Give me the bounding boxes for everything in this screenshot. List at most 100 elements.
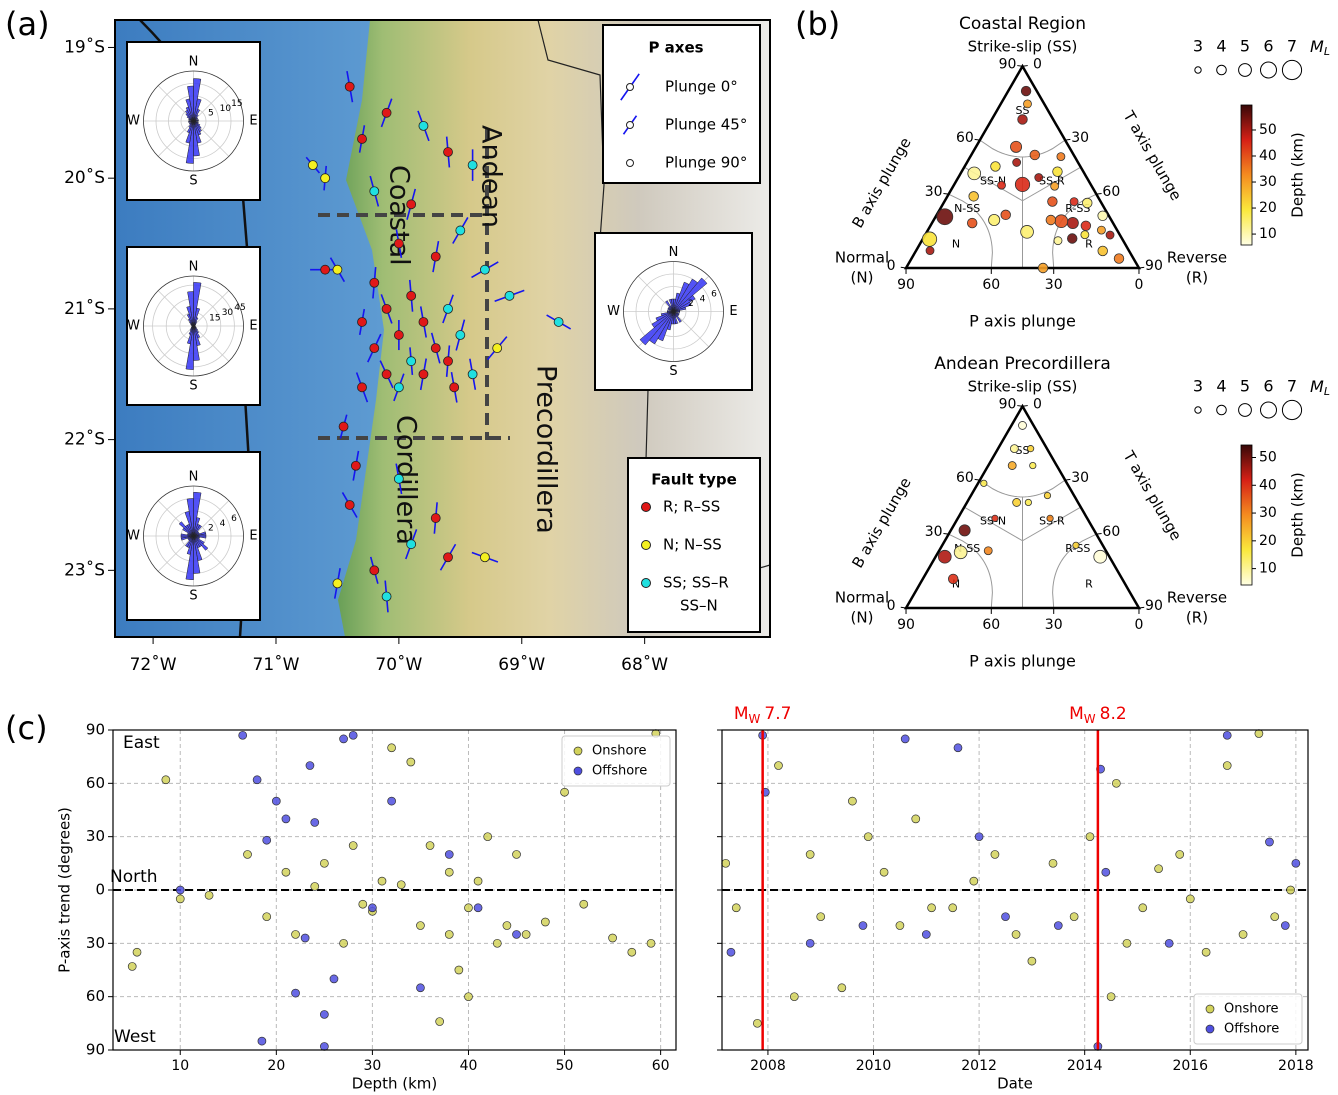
event [358,317,367,326]
point [445,930,453,938]
rose-tick-label: 10 [220,104,232,114]
x-tick-label: 71˚W [253,654,300,675]
x-axis-label: Date [997,1075,1033,1093]
event [394,239,403,248]
event [937,209,953,225]
event [358,383,367,392]
legend-title: P axes [648,39,703,57]
event [1067,234,1077,244]
legend-label: Plunge 90° [665,154,747,172]
event [938,550,951,563]
legend-p-marker [627,84,634,91]
y-tick-label: 21˚S [64,298,105,319]
event [1054,237,1062,245]
point [901,735,909,743]
x-tick-label: 30 [363,1058,381,1074]
x-tick-label: 10 [171,1058,189,1074]
point [1202,948,1210,956]
size-legend-label: 3 [1193,377,1203,396]
event [1081,221,1091,231]
legend-marker [642,579,651,588]
legend-label: N; N–SS [663,536,722,554]
event [407,540,416,549]
event [321,174,330,183]
event [1114,254,1124,264]
event [1057,153,1065,161]
event [948,574,958,584]
ternary-tick-label: 90 [897,617,915,633]
figure: (a) (b) (c) 72˚W71˚W70˚W69˚W68˚W19˚S20˚S… [0,0,1338,1095]
point [922,930,930,938]
event [1010,141,1021,152]
point [1054,922,1062,930]
ternary-tick-label: 0 [1033,56,1042,72]
vertex-label: Reverse [1167,249,1227,267]
x-tick-label: 68˚W [621,654,668,675]
legend-label: Offshore [592,764,647,779]
point [474,877,482,885]
ternary-tick [975,479,980,480]
colorbar-label: Depth (km) [1289,472,1307,557]
rose-tick-label: 45 [234,303,245,313]
ternary-tick-label: 30 [1045,277,1063,293]
colorbar-tick-label: 10 [1259,561,1277,577]
event [444,357,453,366]
event [968,167,981,180]
point [426,842,434,850]
event [1098,211,1108,221]
rose-direction: E [249,319,257,334]
event [967,218,977,228]
point [359,900,367,908]
point [1223,731,1231,739]
point [311,882,319,890]
event [456,331,465,340]
event [450,383,459,392]
point [1123,939,1131,947]
rose-direction: S [669,364,677,379]
event [431,514,440,523]
colorbar-tick-label: 20 [1259,200,1277,216]
magnitude-subscript: L [1324,45,1330,58]
event [1048,197,1058,207]
point [541,918,549,926]
ternary-tick-label: 60 [956,130,974,146]
ternary-tick-label: 90 [999,396,1017,412]
y-tick-label: 60 [86,774,105,792]
rose-tick-label: 2 [208,524,214,534]
point [790,993,798,1001]
point [1223,762,1231,770]
event [1073,542,1079,548]
event [989,214,1000,225]
event [419,121,428,130]
x-tick-label: 40 [460,1058,478,1074]
event [1013,498,1021,506]
x-tick-label: 2012 [961,1058,997,1074]
point [949,904,957,912]
ternary-tick-label: 60 [982,277,1000,293]
point [817,913,825,921]
point [320,859,328,867]
point [263,913,271,921]
point [368,904,376,912]
event [1023,100,1031,108]
x-tick-label: 70˚W [375,654,422,675]
y-tick-label: 19˚S [64,36,105,57]
event [382,370,391,379]
region-label: R [1085,578,1093,591]
point [864,833,872,841]
ternary-tick [1096,193,1101,194]
ternary-tick [1065,479,1070,480]
event [1015,177,1029,191]
event-label-value: 7.7 [764,704,791,724]
point [176,886,184,894]
size-legend-label: 6 [1263,37,1273,56]
event [394,474,403,483]
point [282,815,290,823]
legend-label: Offshore [1224,1022,1279,1037]
rose-direction: N [189,470,199,485]
point [445,868,453,876]
event [370,566,379,575]
x-tick-label: 20 [267,1058,285,1074]
point [244,850,252,858]
event [419,317,428,326]
